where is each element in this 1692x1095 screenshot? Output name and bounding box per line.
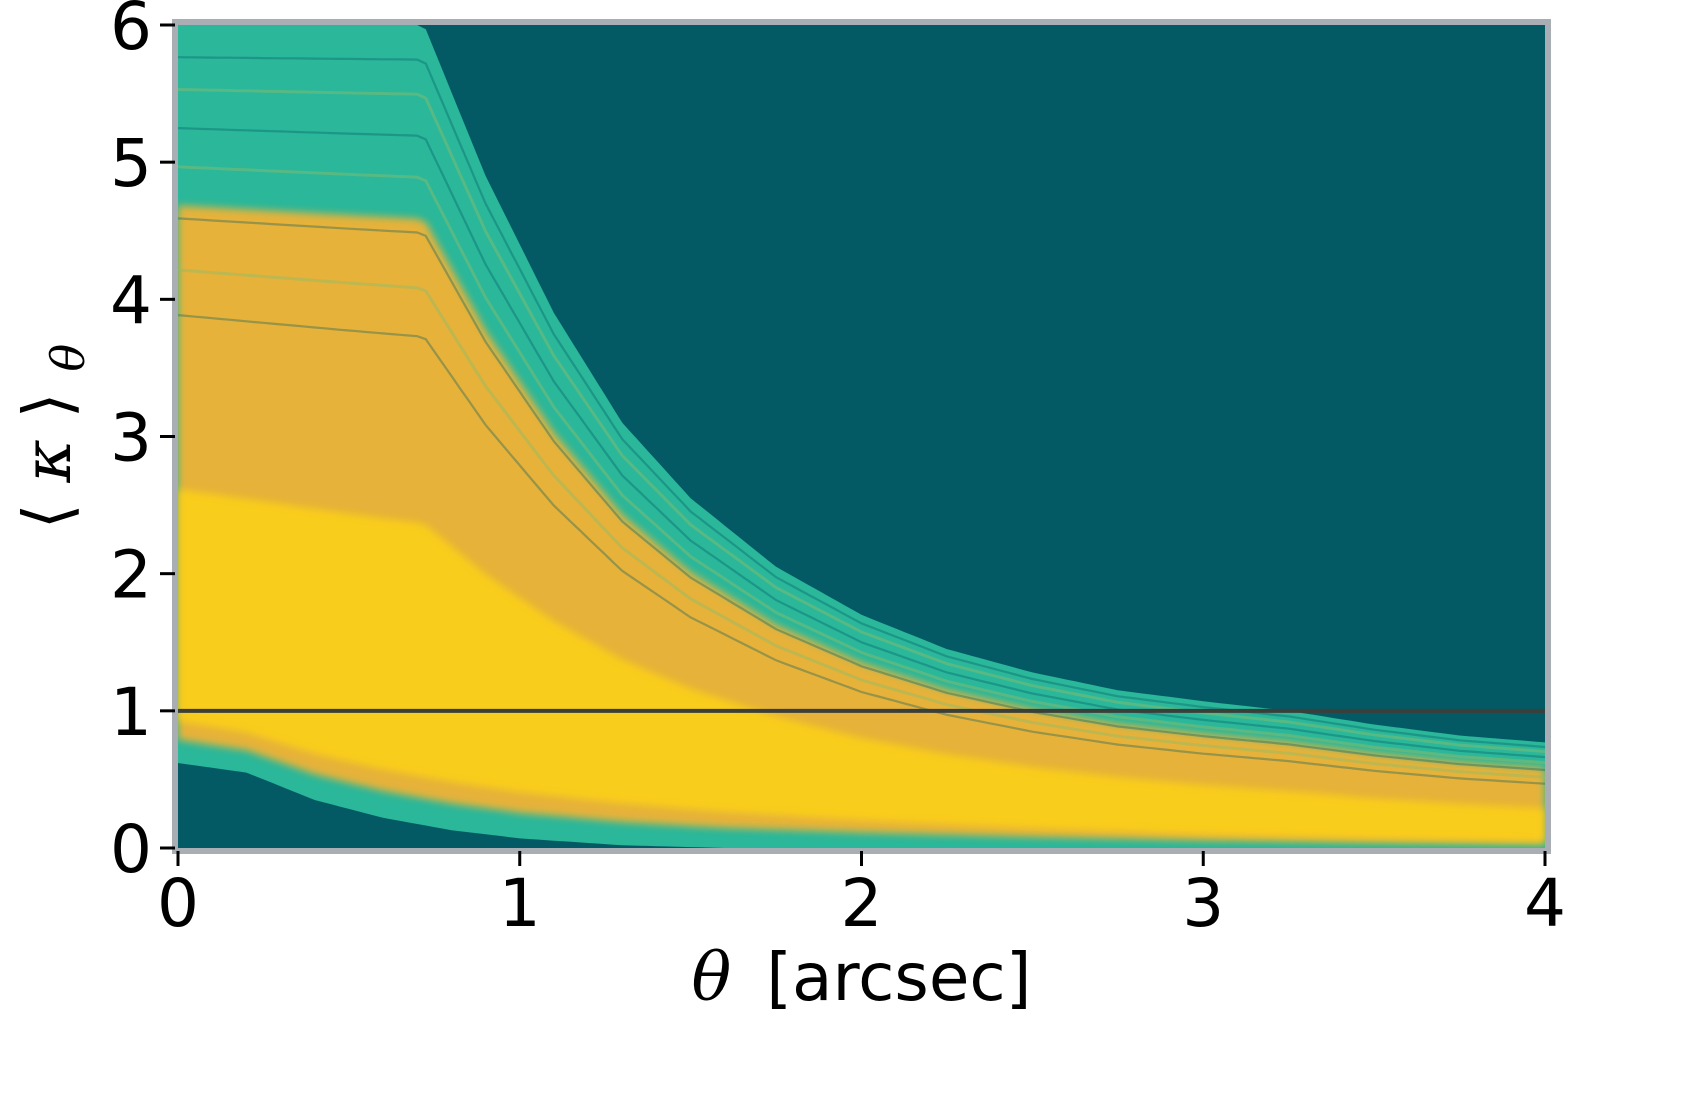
density-streak-2 bbox=[178, 268, 1545, 779]
x-tick-label-1: 1 bbox=[499, 865, 541, 942]
y-axis-label: ⟨ κ ⟩ θ bbox=[9, 344, 95, 529]
x-axis-label: θ [arcsec] bbox=[692, 939, 1032, 1016]
x-axis-label-unit: [arcsec] bbox=[766, 939, 1031, 1016]
y-tick-label-6: 6 bbox=[110, 0, 152, 65]
density-band-streaks bbox=[178, 56, 1545, 785]
y-axis-label-symbol: κ bbox=[9, 439, 86, 483]
density-streak-3 bbox=[178, 217, 1545, 772]
y-axis-label-close: ⟩ bbox=[9, 392, 86, 418]
x-tick-label-3: 3 bbox=[1182, 865, 1224, 942]
density-streak-1 bbox=[178, 314, 1545, 785]
y-tick-label-4: 4 bbox=[110, 262, 152, 339]
y-axis-label-open: ⟨ bbox=[9, 503, 86, 529]
density-streak-6 bbox=[178, 88, 1545, 754]
y-axis-label-subscript: θ bbox=[41, 344, 95, 372]
x-axis-label-symbol: θ bbox=[692, 939, 732, 1016]
y-tick-label-5: 5 bbox=[110, 125, 152, 202]
plot-area bbox=[178, 25, 1545, 848]
y-tick-label-2: 2 bbox=[110, 537, 152, 614]
x-tick-label-2: 2 bbox=[841, 865, 883, 942]
y-tick-label-1: 1 bbox=[110, 674, 152, 751]
y-tick-label-0: 0 bbox=[110, 811, 152, 888]
y-axis-ticks: 0 1 2 3 4 5 6 bbox=[110, 0, 175, 888]
density-streak-4 bbox=[178, 165, 1545, 765]
density-streak-5 bbox=[178, 127, 1545, 759]
x-tick-label-4: 4 bbox=[1524, 865, 1566, 942]
density-band-core bbox=[178, 489, 1545, 842]
y-tick-label-3: 3 bbox=[110, 400, 152, 477]
density-streak-7 bbox=[178, 56, 1545, 749]
x-axis-ticks: 0 1 2 3 4 bbox=[157, 851, 1566, 942]
x-tick-label-0: 0 bbox=[157, 865, 199, 942]
